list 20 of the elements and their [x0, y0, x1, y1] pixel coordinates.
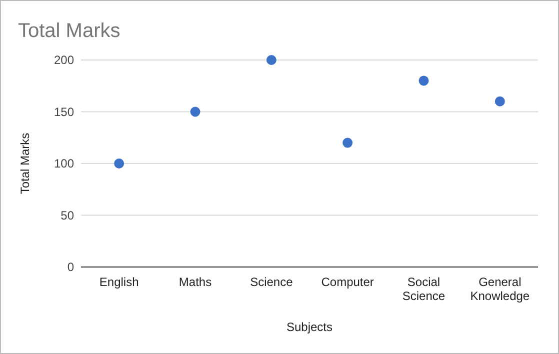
point: [342, 138, 353, 148]
y-tick-label: 50: [60, 208, 74, 222]
x-tick-label: English: [99, 275, 139, 289]
x-axis-title: Subjects: [286, 320, 333, 334]
y-axis-title: Total Marks: [18, 132, 32, 194]
point: [418, 76, 429, 86]
point: [494, 96, 505, 106]
y-tick-label: 100: [54, 156, 74, 171]
chart-title: Total Marks: [18, 20, 120, 42]
x-tick-label: General Knowledge: [470, 275, 530, 303]
point: [114, 158, 124, 168]
y-tick-label: 150: [54, 104, 74, 119]
point: [190, 106, 200, 117]
point: [266, 55, 276, 65]
x-tick-label: Computer: [321, 275, 374, 289]
y-tick-label: 0: [67, 260, 74, 274]
y-tick-label: 200: [54, 53, 74, 68]
x-tick-label: Science: [250, 275, 294, 289]
x-tick-label: Social Science: [402, 275, 446, 303]
x-tick-label: Maths: [178, 275, 212, 289]
